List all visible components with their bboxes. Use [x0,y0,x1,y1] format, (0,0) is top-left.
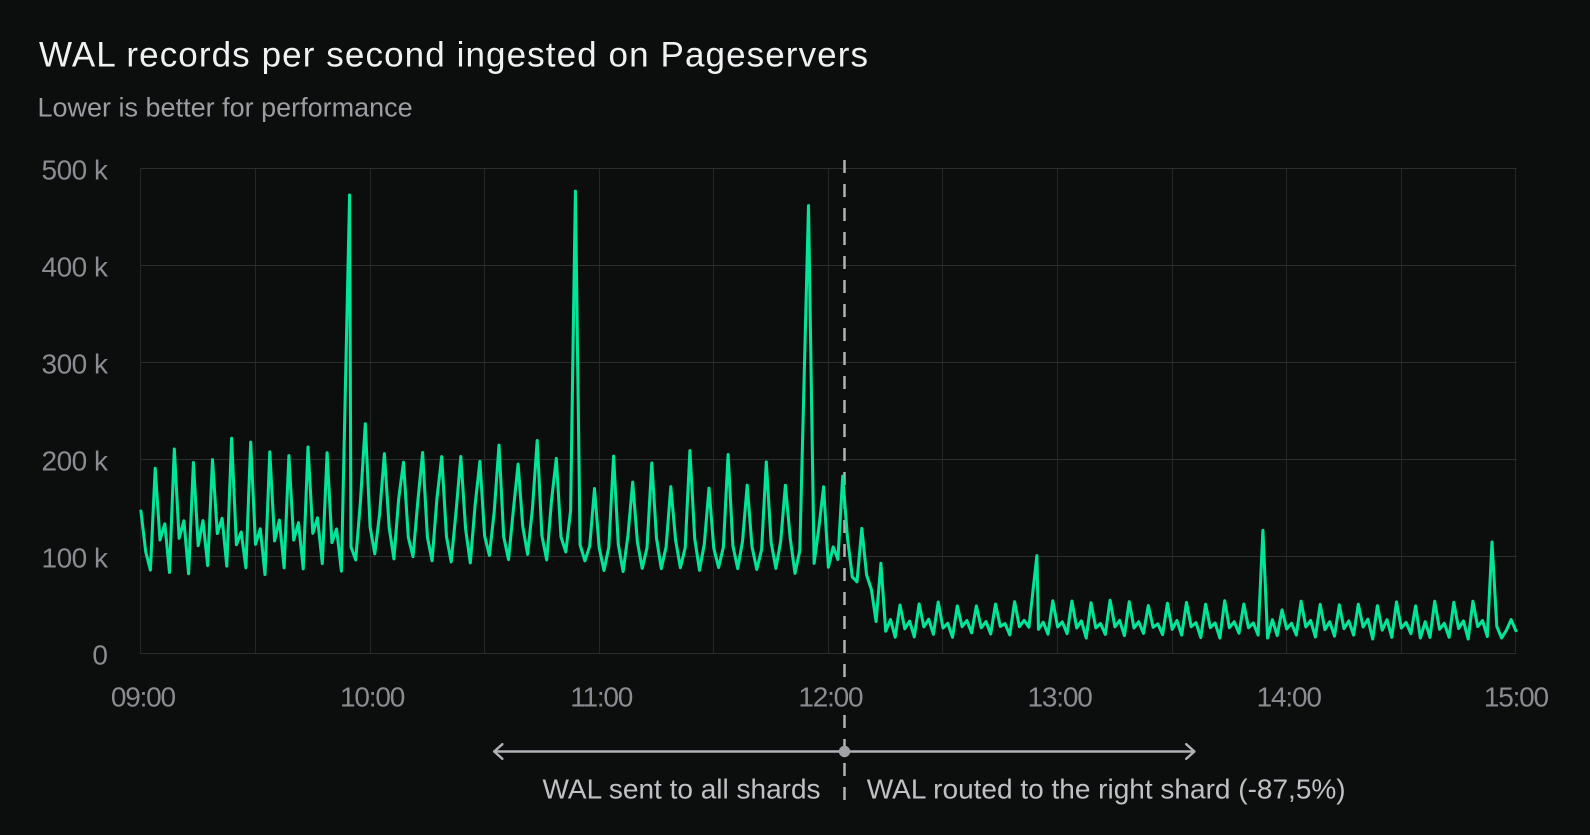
svg-text:WAL records per second ingeste: WAL records per second ingested on Pages… [39,36,869,75]
svg-text:09:00: 09:00 [111,682,176,713]
svg-text:14:00: 14:00 [1257,682,1322,713]
svg-text:0: 0 [92,639,107,670]
svg-text:13:00: 13:00 [1028,682,1093,713]
svg-text:10:00: 10:00 [340,682,405,713]
svg-text:400 k: 400 k [42,252,109,283]
svg-text:12:00: 12:00 [798,682,863,713]
svg-text:300 k: 300 k [42,349,109,380]
svg-text:11:00: 11:00 [570,682,633,713]
svg-text:WAL sent to all shards: WAL sent to all shards [543,774,821,805]
svg-text:Lower is better for performanc: Lower is better for performance [38,92,413,122]
svg-text:500 k: 500 k [42,155,109,186]
svg-text:WAL routed to the right shard: WAL routed to the right shard (-87,5%) [867,774,1346,805]
svg-text:15:00: 15:00 [1484,682,1549,713]
svg-text:100 k: 100 k [42,542,109,573]
svg-text:200 k: 200 k [42,445,109,476]
